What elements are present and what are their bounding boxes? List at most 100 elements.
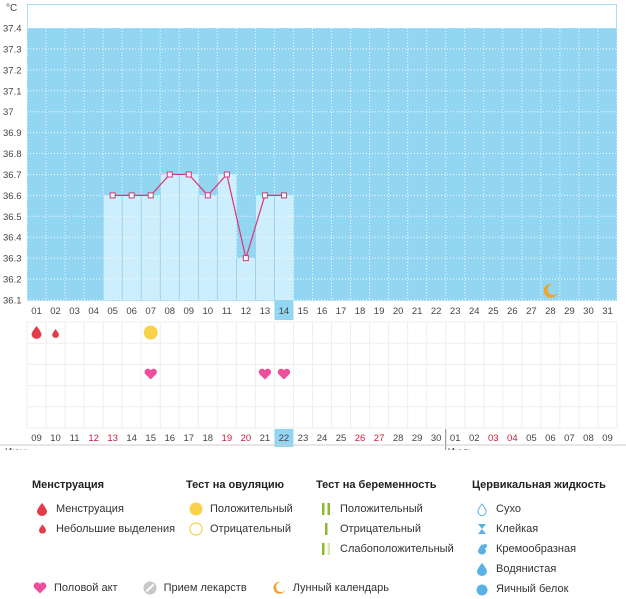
legend-item-ovulation-negative: Отрицательный	[186, 519, 293, 539]
cycle-day-label: 18	[355, 306, 366, 317]
cycle-day-label: 07	[145, 306, 156, 317]
y-tick-label: 36.4	[3, 233, 22, 244]
cycle-day-label: 27	[526, 306, 537, 317]
legend-item-egg-white: Яичный белок	[472, 579, 606, 599]
legend-cervical: Цервикальная жидкость Сухо Клейкая Кремо…	[472, 479, 606, 599]
drop-outline-icon	[472, 502, 492, 516]
cycle-day-label: 14	[279, 306, 290, 317]
cycle-day-label: 17	[336, 306, 347, 317]
calendar-date-label: 06	[545, 433, 556, 444]
temperature-point-05	[109, 192, 116, 199]
pill-icon	[140, 581, 160, 595]
temp-bar-06	[122, 195, 142, 300]
calendar-date-label: 14	[126, 433, 137, 444]
cycle-day-label: 06	[126, 306, 137, 317]
y-tick-label: 36.9	[3, 128, 22, 139]
temperature-point-09	[185, 171, 192, 178]
cycle-day-label: 26	[507, 306, 518, 317]
intercourse-heart-13	[258, 368, 272, 380]
temperature-line	[112, 173, 284, 261]
calendar-date-label: 24	[317, 433, 328, 444]
calendar-date-label: 13	[107, 433, 118, 444]
cycle-day-label: 04	[88, 306, 99, 317]
y-tick-label: 36.3	[3, 254, 22, 265]
cycle-day-label: 11	[222, 306, 232, 317]
today-date-cell	[274, 429, 294, 447]
calendar-date-label: 11	[70, 433, 80, 444]
y-tick-label: 37.2	[3, 65, 22, 76]
grid-lines	[26, 27, 618, 301]
calendar-date-label: 05	[526, 433, 537, 444]
cycle-day-label: 23	[450, 306, 461, 317]
calendar-date-label: 08	[583, 433, 594, 444]
calendar-date-label: 03	[488, 433, 499, 444]
legend-item-pregnancy-negative: Отрицательный	[316, 519, 454, 539]
legend-menstruation: Менструация Менструация Небольшие выделе…	[32, 479, 175, 539]
legend-item-moon: Лунный календарь	[269, 578, 389, 598]
calendar-date-label: 21	[260, 433, 271, 444]
temp-bar-13	[255, 195, 275, 300]
cycle-day-label: 25	[488, 306, 499, 317]
cycle-day-label: 03	[69, 306, 80, 317]
temperature-point-06	[128, 192, 135, 199]
calendar-date-label: 18	[203, 433, 214, 444]
cycle-day-label: 05	[107, 306, 118, 317]
legend-item-sticky: Клейкая	[472, 519, 606, 539]
temp-bar-08	[160, 174, 180, 300]
y-axis-label: °C	[6, 3, 17, 14]
spotting-drop-02	[52, 329, 59, 338]
calendar-date-label: 27	[374, 433, 385, 444]
legend-item-creamy: Кремообразная	[472, 539, 606, 559]
y-tick-label: 37.1	[3, 86, 22, 97]
month-label: Июнь	[5, 447, 30, 450]
blood-drop-icon	[32, 502, 52, 516]
cream-drop-icon	[472, 543, 492, 555]
calendar-date-label: 10	[50, 433, 61, 444]
cycle-day-label: 08	[164, 306, 175, 317]
bbt-chart: 37.4 37.3 37.2 37.1 37 36.9 36.8 36.7 36.6 36.5 36…	[0, 3, 626, 450]
cycle-day-label: 30	[583, 306, 594, 317]
calendar-date-label: 22	[279, 433, 290, 444]
legend-ovulation: Тест на овуляцию Положительный Отрицател…	[186, 479, 293, 539]
test-double-line-icon	[316, 502, 336, 516]
calendar-date-label: 09	[31, 433, 42, 444]
y-tick-label: 36.7	[3, 170, 22, 181]
y-tick-label: 36.5	[3, 212, 22, 223]
intercourse-heart-14	[277, 368, 291, 380]
cycle-day-label: 28	[545, 306, 556, 317]
temp-bar-12	[236, 258, 256, 300]
y-tick-label: 37	[3, 107, 14, 118]
legend-item-pregnancy-positive: Положительный	[316, 499, 454, 519]
legend-pregnancy-title: Тест на беременность	[316, 479, 437, 491]
sun-filled-icon	[186, 502, 206, 516]
temp-bar-11	[217, 174, 237, 300]
y-tick-label: 36.6	[3, 191, 22, 202]
small-drop-icon	[32, 524, 52, 534]
y-tick-label: 36.8	[3, 149, 22, 160]
temperature-point-07	[147, 192, 154, 199]
y-tick-label: 37.3	[3, 44, 22, 55]
cycle-day-label: 22	[431, 306, 442, 317]
temp-bar-05	[103, 195, 123, 300]
ovulation-positive-07	[143, 325, 158, 340]
cycle-day-label: 02	[50, 306, 61, 317]
moon-icon	[543, 283, 558, 298]
legend-pregnancy: Тест на беременность Положительный Отриц…	[316, 479, 454, 559]
legend-item-dry: Сухо	[472, 499, 606, 519]
intercourse-heart-07	[144, 368, 157, 380]
legend-ovulation-title: Тест на овуляцию	[186, 479, 285, 491]
month-label: Июль	[448, 447, 474, 450]
calendar-date-label: 25	[336, 433, 347, 444]
cycle-day-label: 16	[317, 306, 328, 317]
legend-item-medication: Прием лекарств	[140, 578, 247, 598]
legend-item-ovulation-positive: Положительный	[186, 499, 293, 519]
y-tick-label: 36.1	[3, 296, 22, 307]
cycle-day-label: 29	[564, 306, 575, 317]
calendar-date-label: 20	[241, 433, 252, 444]
marks-area	[27, 322, 617, 428]
legend-item-menstruation: Менструация	[32, 499, 175, 519]
calendar-date-label: 29	[412, 433, 423, 444]
legend-cervical-title: Цервикальная жидкость	[472, 479, 606, 491]
legend-item-pregnancy-weak: Слабоположительный	[316, 539, 454, 559]
calendar-date-label: 07	[564, 433, 575, 444]
